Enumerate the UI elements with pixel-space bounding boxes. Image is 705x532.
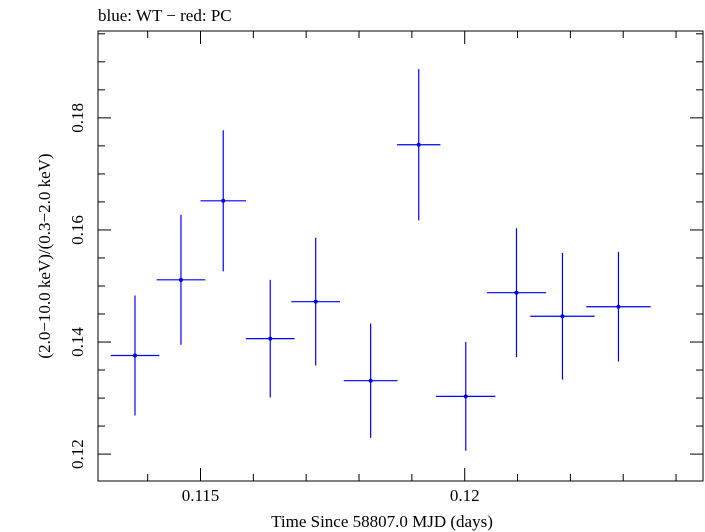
- data-point: [586, 251, 651, 362]
- data-point: [245, 279, 295, 398]
- data-point: [343, 323, 398, 438]
- data-point: [530, 252, 595, 380]
- point-marker: [416, 142, 421, 147]
- chart-title: blue: WT − red: PC: [98, 6, 232, 25]
- y-tick-label: 0.16: [68, 215, 87, 245]
- data-point: [436, 342, 496, 451]
- data-point: [110, 295, 160, 416]
- x-axis-ticks: 0.115 0.12: [147, 31, 677, 505]
- point-marker: [132, 353, 137, 358]
- point-marker: [514, 290, 519, 295]
- point-marker: [268, 336, 273, 341]
- data-point: [486, 228, 547, 358]
- x-tick-label: 0.115: [182, 486, 220, 505]
- plot-frame: [97, 30, 704, 482]
- point-marker: [313, 299, 318, 304]
- y-axis-label: (2.0−10.0 keV)/(0.3−2.0 keV): [35, 153, 54, 358]
- data-points: [110, 69, 651, 451]
- y-tick-label: 0.14: [68, 327, 87, 357]
- x-tick-label: 0.12: [450, 486, 480, 505]
- point-marker: [221, 198, 226, 203]
- point-marker: [368, 378, 373, 383]
- y-axis-ticks: 0.12 0.14 0.16 0.18: [68, 33, 703, 469]
- point-marker: [560, 314, 565, 319]
- x-axis-label: Time Since 58807.0 MJD (days): [271, 512, 493, 531]
- point-marker: [463, 394, 468, 399]
- data-point: [397, 69, 441, 221]
- point-marker: [178, 277, 183, 282]
- data-point: [291, 237, 340, 366]
- y-tick-label: 0.18: [68, 103, 87, 133]
- data-point: [156, 214, 206, 345]
- y-tick-label: 0.12: [68, 439, 87, 469]
- point-marker: [616, 304, 621, 309]
- data-point: [200, 130, 246, 272]
